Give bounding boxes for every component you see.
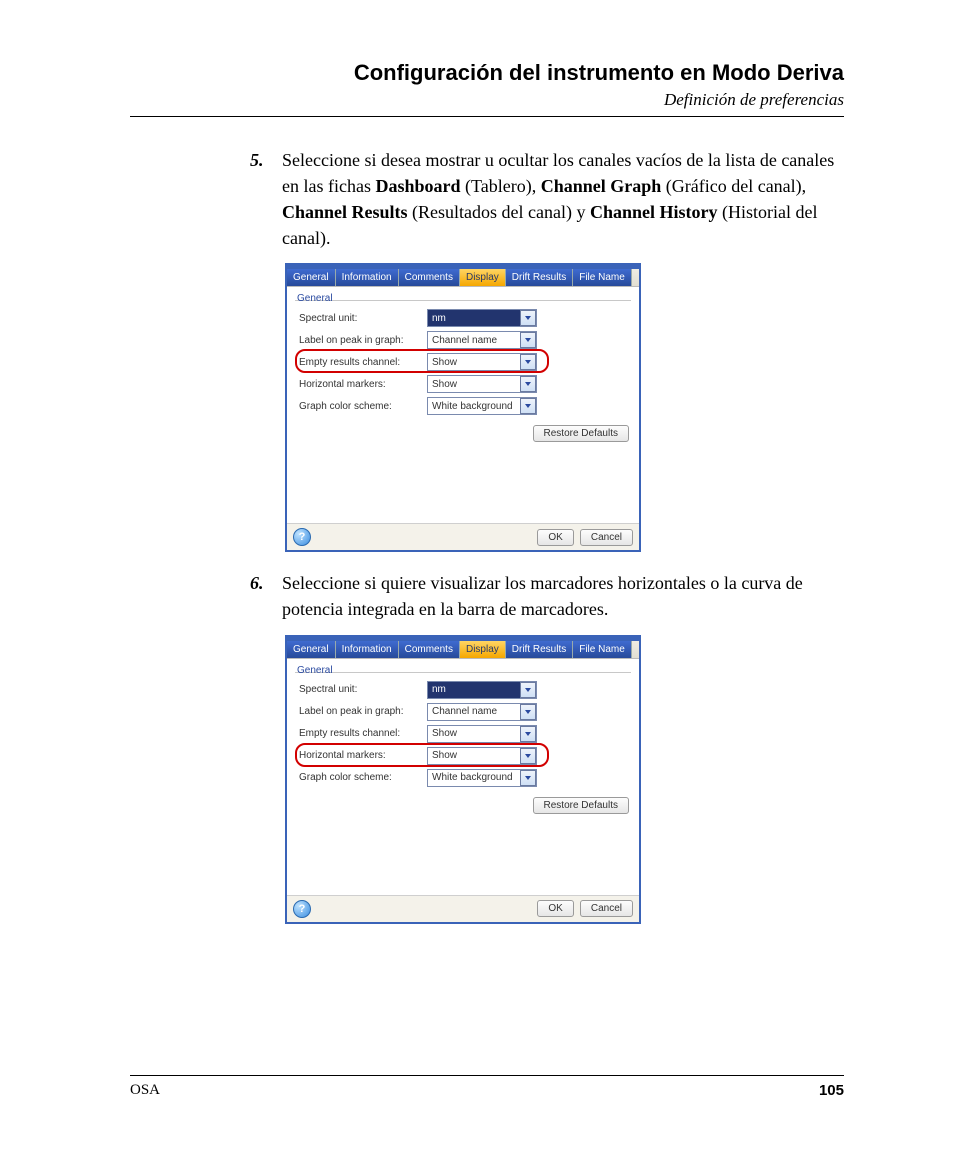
chevron-down-icon[interactable] <box>520 770 536 786</box>
form-row: Label on peak in graph:Channel name <box>295 701 631 723</box>
dialog-tabs: GeneralInformationCommentsDisplayDrift R… <box>287 641 639 659</box>
cancel-button[interactable]: Cancel <box>580 529 633 546</box>
step-6: 6. Seleccione si quiere visualizar los m… <box>250 570 844 622</box>
help-icon[interactable]: ? <box>293 900 311 918</box>
chevron-down-icon[interactable] <box>520 748 536 764</box>
preferences-dialog-1: GeneralInformationCommentsDisplayDrift R… <box>285 263 641 552</box>
tab-file-name[interactable]: File Name <box>573 641 632 658</box>
step-5-p1: (Tablero), <box>461 176 541 196</box>
ok-button[interactable]: OK <box>537 900 573 917</box>
select-spectral-unit[interactable]: nm <box>427 681 537 699</box>
ok-button[interactable]: OK <box>537 529 573 546</box>
tab-information[interactable]: Information <box>336 641 399 658</box>
dialog-1-wrap: GeneralInformationCommentsDisplayDrift R… <box>285 263 844 552</box>
select-horizontal-markers[interactable]: Show <box>427 375 537 393</box>
form-label: Spectral unit: <box>295 313 427 324</box>
select-horizontal-markers[interactable]: Show <box>427 747 537 765</box>
preferences-dialog-2: GeneralInformationCommentsDisplayDrift R… <box>285 635 641 924</box>
select-label-on-peak-in-graph[interactable]: Channel name <box>427 331 537 349</box>
select-empty-results-channel[interactable]: Show <box>427 353 537 371</box>
form-row: Label on peak in graph:Channel name <box>295 329 631 351</box>
tab-display[interactable]: Display <box>460 641 506 658</box>
restore-defaults-button[interactable]: Restore Defaults <box>533 797 629 814</box>
chevron-down-icon[interactable] <box>520 726 536 742</box>
form-row: Spectral unit:nm <box>295 679 631 701</box>
select-graph-color-scheme[interactable]: White background <box>427 769 537 787</box>
fieldset: Spectral unit:nmLabel on peak in graph:C… <box>295 300 631 417</box>
page-footer: OSA 105 <box>130 1075 844 1099</box>
form-row: Spectral unit:nm <box>295 307 631 329</box>
chevron-down-icon[interactable] <box>520 682 536 698</box>
tab-general[interactable]: General <box>287 269 336 286</box>
select-empty-results-channel[interactable]: Show <box>427 725 537 743</box>
page-title: Configuración del instrumento en Modo De… <box>130 60 844 86</box>
chevron-down-icon[interactable] <box>520 704 536 720</box>
step-number: 5. <box>250 147 282 251</box>
chevron-down-icon[interactable] <box>520 310 536 326</box>
restore-defaults-button[interactable]: Restore Defaults <box>533 425 629 442</box>
step-5-b1: Dashboard <box>375 176 460 196</box>
dialog-2-wrap: GeneralInformationCommentsDisplayDrift R… <box>285 635 844 924</box>
dialog-footer: ? OK Cancel <box>287 523 639 550</box>
step-5-b3: Channel Results <box>282 202 408 222</box>
step-number: 6. <box>250 570 282 622</box>
dialog-tabs: GeneralInformationCommentsDisplayDrift R… <box>287 269 639 287</box>
tab-display[interactable]: Display <box>460 269 506 286</box>
form-label: Label on peak in graph: <box>295 335 427 346</box>
chevron-down-icon[interactable] <box>520 376 536 392</box>
step-text: Seleccione si quiere visualizar los marc… <box>282 570 844 622</box>
header-rule <box>130 116 844 117</box>
select-label-on-peak-in-graph[interactable]: Channel name <box>427 703 537 721</box>
step-5-p3: (Resultados del canal) y <box>408 202 590 222</box>
step-5: 5. Seleccione si desea mostrar u ocultar… <box>250 147 844 251</box>
form-row: Horizontal markers:Show <box>295 373 631 395</box>
form-label: Label on peak in graph: <box>295 706 427 717</box>
cancel-button[interactable]: Cancel <box>580 900 633 917</box>
fieldset: Spectral unit:nmLabel on peak in graph:C… <box>295 672 631 789</box>
help-icon[interactable]: ? <box>293 528 311 546</box>
form-label: Graph color scheme: <box>295 772 427 783</box>
form-row: Graph color scheme:White background <box>295 395 631 417</box>
form-label: Horizontal markers: <box>295 379 427 390</box>
dialog-body: GeneralSpectral unit:nmLabel on peak in … <box>287 287 639 523</box>
select-spectral-unit[interactable]: nm <box>427 309 537 327</box>
form-label: Empty results channel: <box>295 728 427 739</box>
form-label: Horizontal markers: <box>295 750 427 761</box>
tab-file-name[interactable]: File Name <box>573 269 632 286</box>
chevron-down-icon[interactable] <box>520 332 536 348</box>
tab-comments[interactable]: Comments <box>399 641 460 658</box>
step-5-b4: Channel History <box>590 202 718 222</box>
step-5-b2: Channel Graph <box>541 176 662 196</box>
restore-row: Restore Defaults <box>295 417 631 446</box>
select-graph-color-scheme[interactable]: White background <box>427 397 537 415</box>
form-label: Empty results channel: <box>295 357 427 368</box>
form-label: Graph color scheme: <box>295 401 427 412</box>
chevron-down-icon[interactable] <box>520 398 536 414</box>
dialog-body: GeneralSpectral unit:nmLabel on peak in … <box>287 659 639 895</box>
step-5-p2: (Gráfico del canal), <box>661 176 806 196</box>
tab-drift-results[interactable]: Drift Results <box>506 269 573 286</box>
page-number: 105 <box>819 1082 844 1099</box>
tab-information[interactable]: Information <box>336 269 399 286</box>
form-label: Spectral unit: <box>295 684 427 695</box>
dialog-footer: ? OK Cancel <box>287 895 639 922</box>
form-row: Horizontal markers:Show <box>295 745 631 767</box>
tab-comments[interactable]: Comments <box>399 269 460 286</box>
restore-row: Restore Defaults <box>295 789 631 818</box>
form-row: Empty results channel:Show <box>295 351 631 373</box>
footer-product: OSA <box>130 1082 160 1099</box>
form-row: Graph color scheme:White background <box>295 767 631 789</box>
tab-drift-results[interactable]: Drift Results <box>506 641 573 658</box>
page-subtitle: Definición de preferencias <box>130 90 844 110</box>
step-text: Seleccione si desea mostrar u ocultar lo… <box>282 147 844 251</box>
form-row: Empty results channel:Show <box>295 723 631 745</box>
tab-general[interactable]: General <box>287 641 336 658</box>
chevron-down-icon[interactable] <box>520 354 536 370</box>
